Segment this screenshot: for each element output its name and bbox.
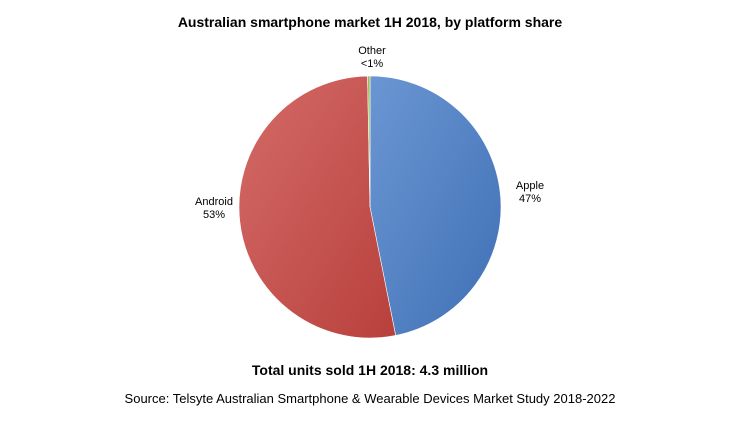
pie-slice-android [238, 75, 397, 339]
slice-value-apple: 47% [519, 193, 541, 205]
total-units-text: Total units sold 1H 2018: 4.3 million [251, 362, 489, 378]
source-text: Source: Telsyte Australian Smartphone & … [124, 391, 616, 406]
pie-slice-apple [369, 75, 502, 336]
pie-slice-other [367, 75, 371, 208]
pie-slices [238, 75, 502, 339]
slice-value-android: 53% [203, 209, 225, 221]
slice-name-other: Other [358, 45, 386, 57]
slice-name-android: Android [195, 196, 233, 208]
chart-title: Australian smartphone market 1H 2018, by… [177, 14, 563, 30]
slice-value-other: <1% [361, 58, 384, 70]
slice-name-apple: Apple [516, 180, 544, 192]
